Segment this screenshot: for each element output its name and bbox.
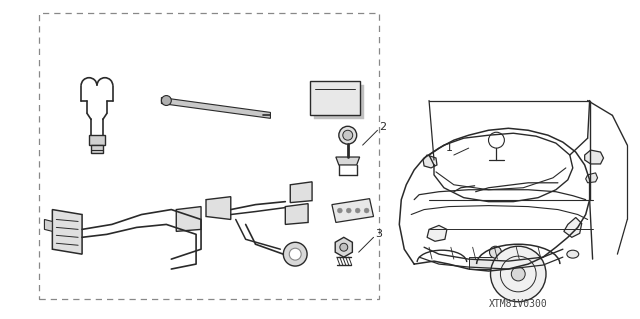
Polygon shape <box>314 85 364 119</box>
Text: 1: 1 <box>445 143 452 153</box>
Polygon shape <box>206 197 231 219</box>
Circle shape <box>343 130 353 140</box>
Text: 2: 2 <box>379 122 386 132</box>
Bar <box>40 13 380 299</box>
Circle shape <box>340 243 348 251</box>
Circle shape <box>490 246 501 258</box>
Circle shape <box>511 267 525 281</box>
Circle shape <box>337 208 342 213</box>
Circle shape <box>490 246 546 302</box>
Circle shape <box>161 96 172 106</box>
Polygon shape <box>176 207 201 231</box>
Polygon shape <box>285 204 308 225</box>
Ellipse shape <box>567 250 579 258</box>
Polygon shape <box>423 155 437 168</box>
Text: XTM81V0300: XTM81V0300 <box>489 299 548 309</box>
Circle shape <box>346 208 351 213</box>
Polygon shape <box>335 237 353 257</box>
Bar <box>310 81 360 115</box>
Polygon shape <box>332 199 374 222</box>
Bar <box>89 135 105 145</box>
Circle shape <box>339 126 356 144</box>
Polygon shape <box>52 210 82 254</box>
Polygon shape <box>427 226 447 241</box>
Polygon shape <box>161 98 271 118</box>
Circle shape <box>289 248 301 260</box>
Polygon shape <box>336 157 360 165</box>
Bar <box>91 145 103 153</box>
Circle shape <box>355 208 360 213</box>
Polygon shape <box>291 182 312 203</box>
Circle shape <box>284 242 307 266</box>
Polygon shape <box>564 218 582 237</box>
Circle shape <box>364 208 369 213</box>
Bar <box>468 257 518 269</box>
Polygon shape <box>586 173 598 183</box>
Text: 3: 3 <box>375 229 382 239</box>
Polygon shape <box>585 150 604 164</box>
Polygon shape <box>44 219 52 231</box>
